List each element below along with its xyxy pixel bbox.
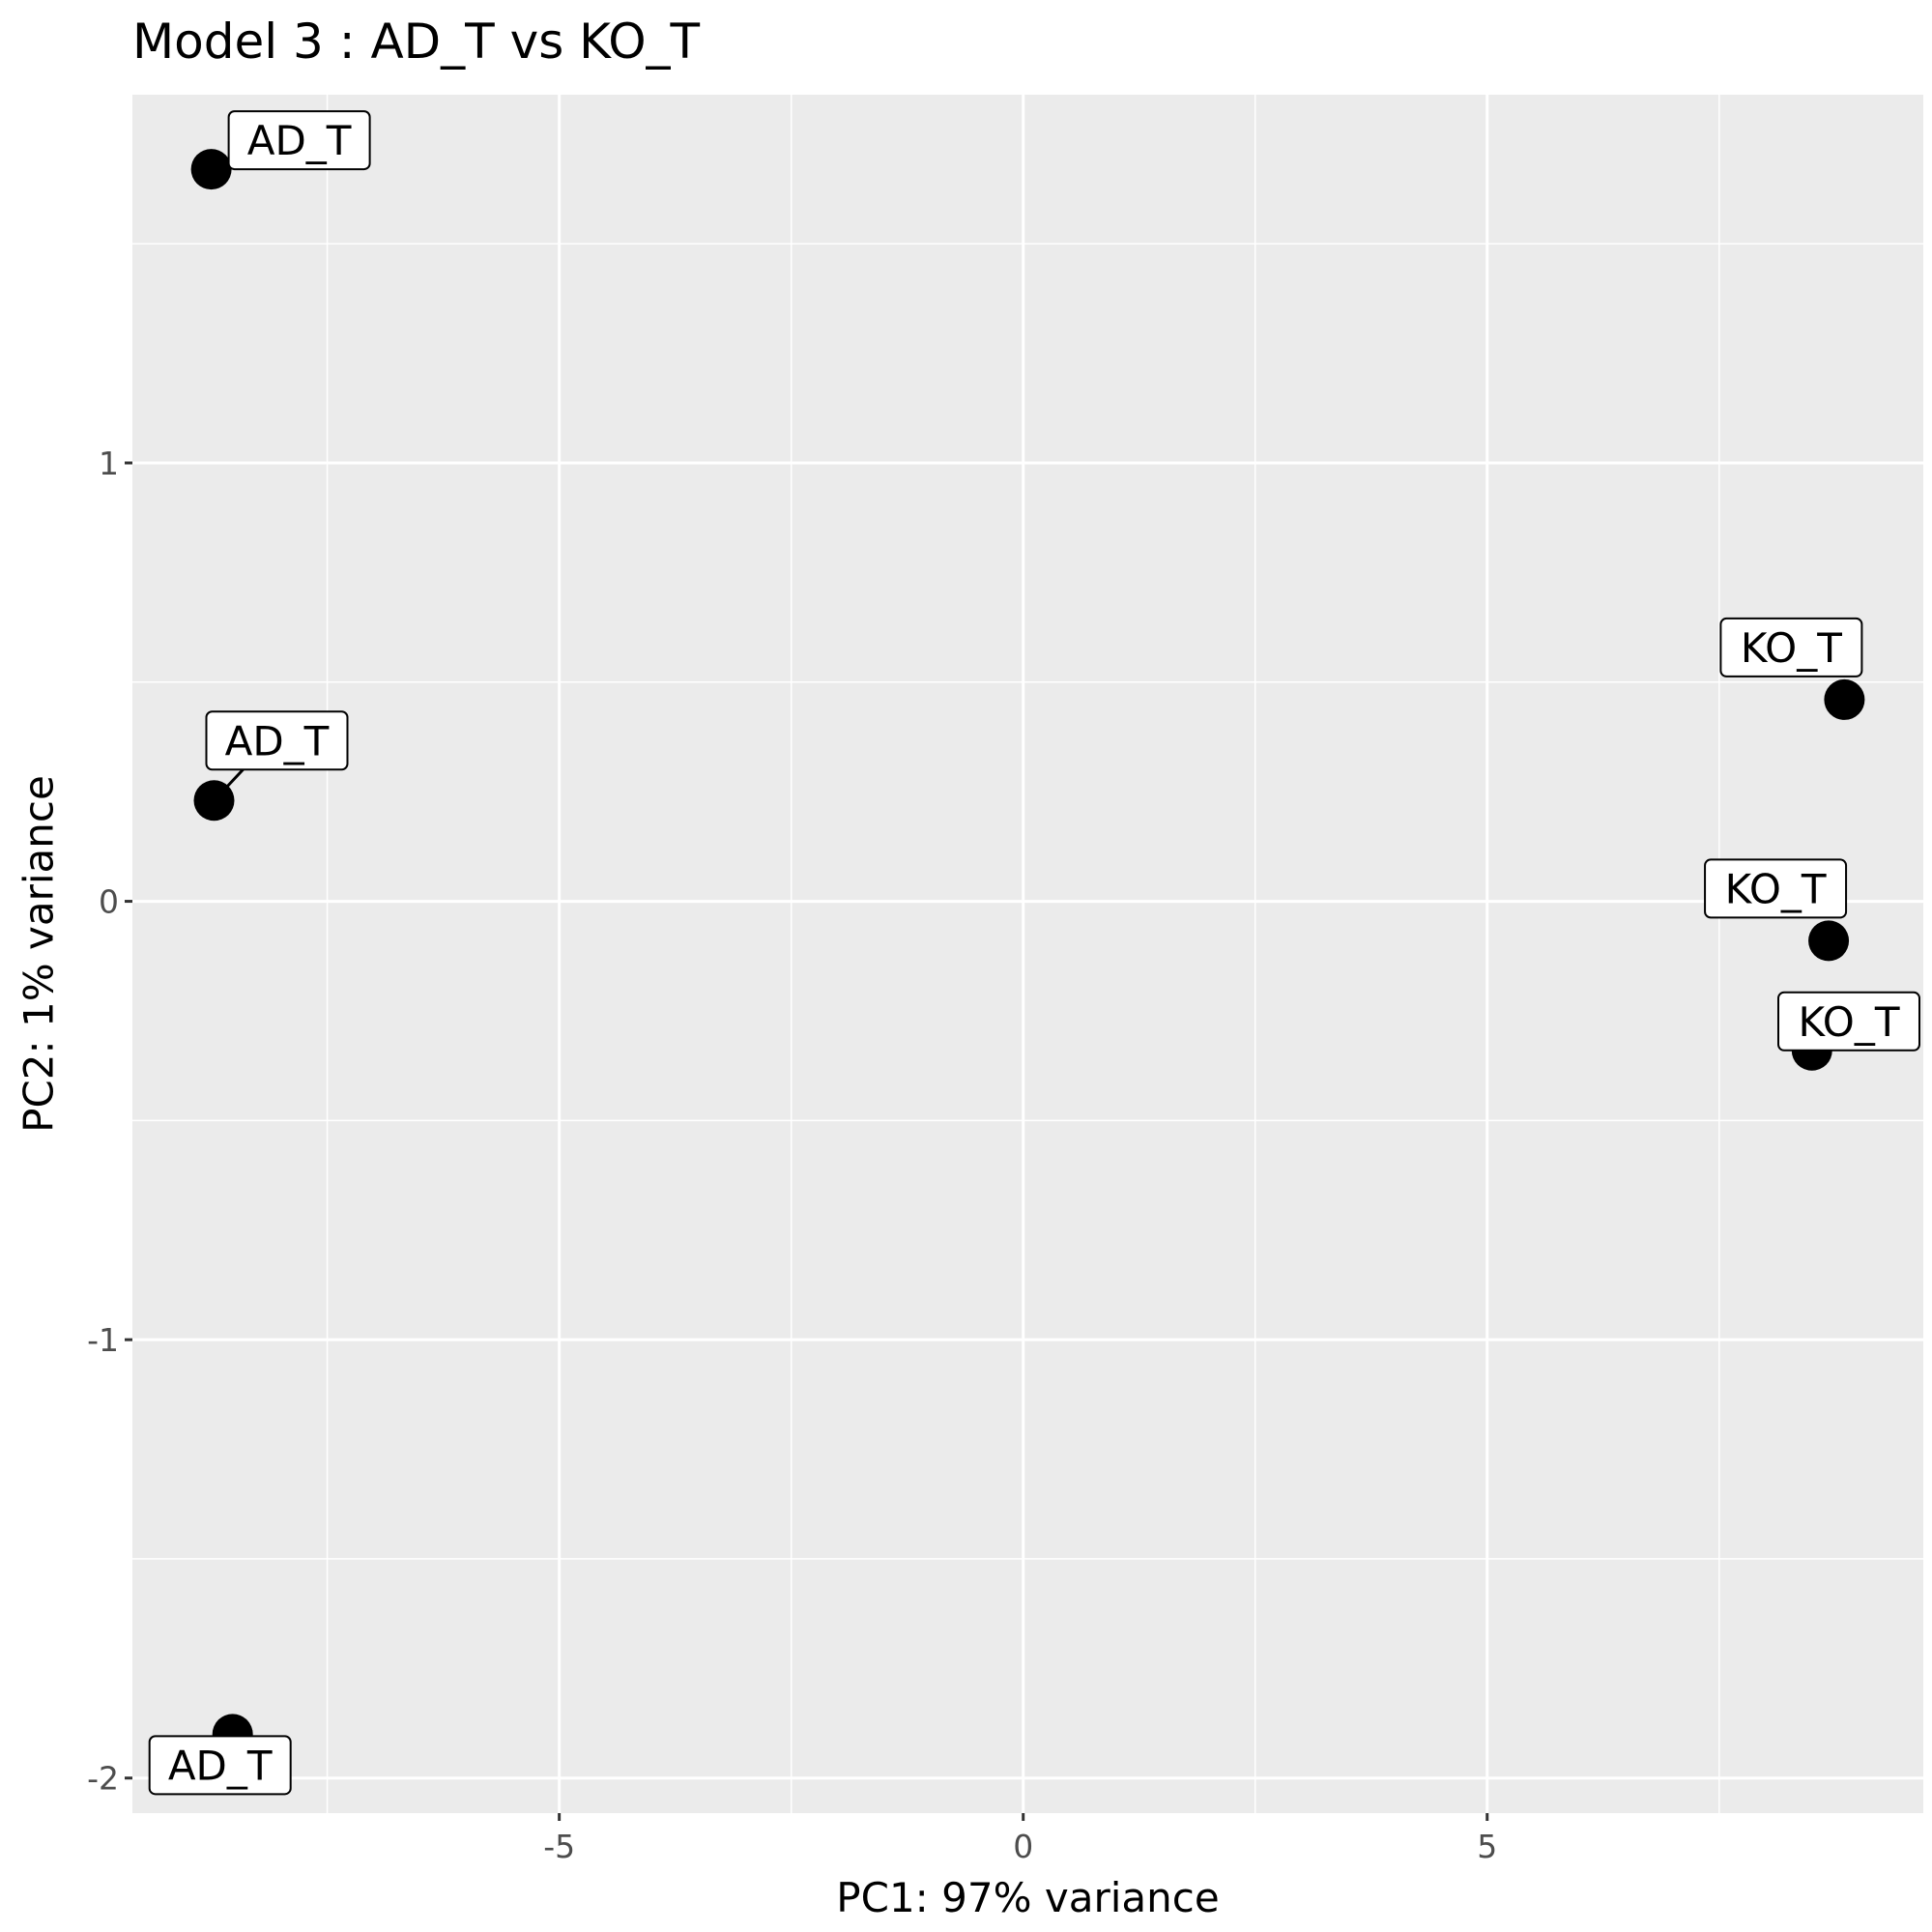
x-tick-label: 5: [1477, 1828, 1497, 1865]
point-label: KO_T: [1799, 998, 1900, 1046]
y-tick-label: -2: [87, 1760, 119, 1798]
y-axis-title: PC2: 1% variance: [15, 775, 63, 1133]
plot-panel: [132, 95, 1923, 1813]
point-label-box: [227, 110, 371, 171]
data-point: [1808, 920, 1850, 962]
point-label-box: [1777, 991, 1920, 1052]
point-label: KO_T: [1741, 624, 1842, 672]
point-label-box: [205, 710, 349, 771]
y-tick-label: 1: [99, 445, 119, 482]
point-labels: AD_T AD_T AD_T KO_T KO_T KO_T: [148, 110, 1920, 1796]
y-tick-label: 0: [99, 883, 119, 921]
minor-gridlines: [132, 95, 1923, 1813]
point-label-box: [1704, 858, 1848, 919]
point-label: AD_T: [168, 1742, 273, 1789]
data-point: [190, 149, 232, 190]
y-tick-label: -1: [87, 1321, 119, 1359]
x-axis-title: PC1: 97% variance: [836, 1874, 1219, 1921]
point-label: AD_T: [225, 717, 330, 764]
point-label: KO_T: [1725, 865, 1827, 912]
axis-ticks: -5 0 510-1-2: [87, 445, 1497, 1865]
chart-title: Model 3 : AD_T vs KO_T: [132, 14, 701, 70]
major-gridlines: [132, 95, 1923, 1813]
point-label-box: [148, 1735, 292, 1796]
x-tick-label: -5: [543, 1828, 575, 1865]
label-connector: [213, 768, 245, 802]
point-label-box: [1719, 617, 1863, 678]
data-point: [1824, 678, 1865, 720]
point-label: AD_T: [247, 117, 352, 164]
x-tick-label: 0: [1013, 1828, 1033, 1865]
